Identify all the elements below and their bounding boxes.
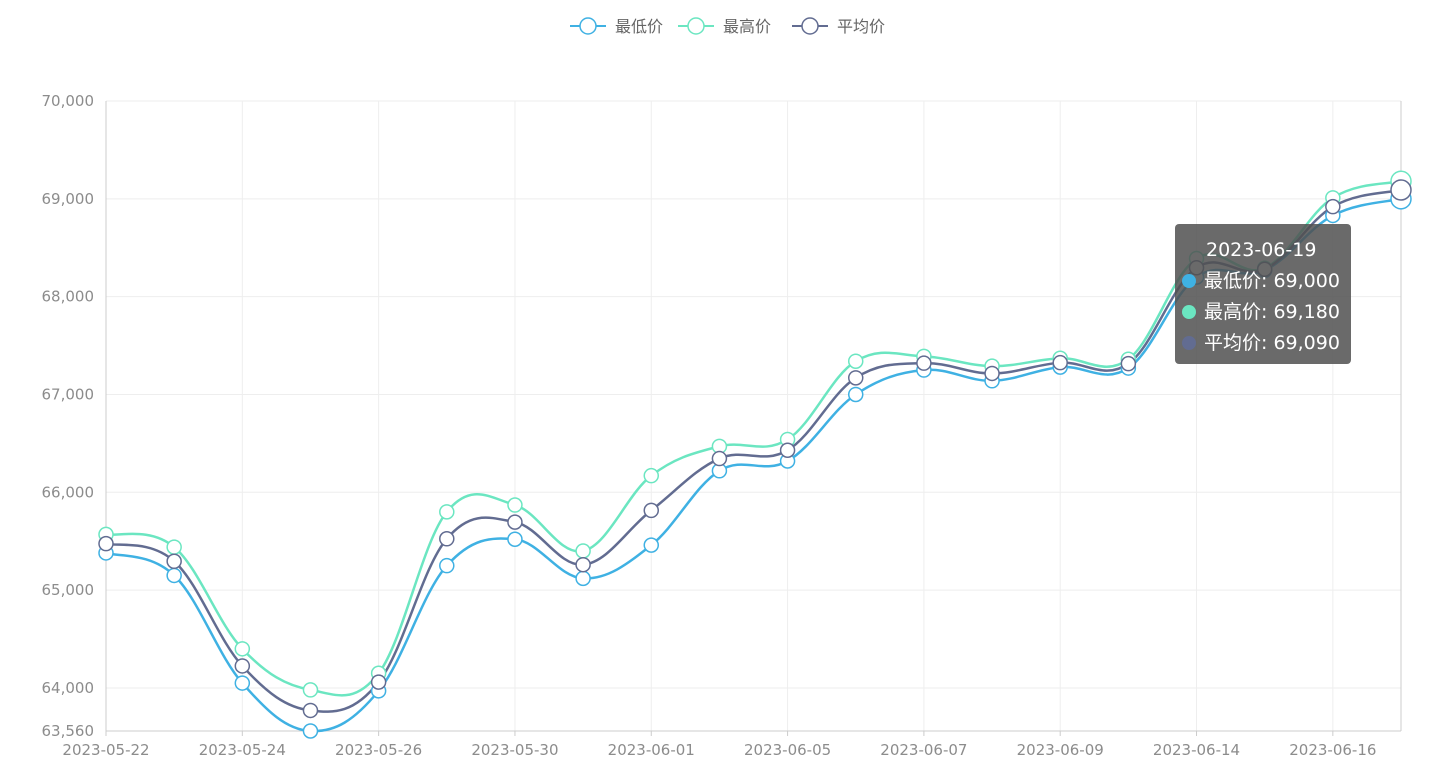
series-3-point[interactable] (643, 502, 660, 519)
series-3-point[interactable] (507, 514, 523, 530)
y-tick-label: 69,000 (42, 190, 95, 208)
series-2-point[interactable] (166, 539, 182, 555)
tooltip-dot-icon (1182, 336, 1196, 350)
legend-item-1[interactable]: 最低价 (570, 17, 663, 36)
chart-axes: 63,560 64,000 65,000 66,000 67,000 68,000 69,0… (42, 92, 1402, 759)
tooltip-row: 平均价: 69,090 (1204, 332, 1340, 354)
series-2-point[interactable] (575, 543, 591, 559)
legend-item-3[interactable]: 平均价 (792, 17, 885, 36)
legend-label: 平均价 (837, 17, 885, 36)
series-2-point[interactable] (234, 641, 251, 657)
series-3-point[interactable] (1120, 355, 1137, 372)
y-tick-label: 68,000 (42, 288, 95, 306)
series-1-point[interactable] (439, 557, 455, 574)
series-2-point[interactable] (302, 682, 319, 698)
x-tick-label: 2023-05-30 (471, 741, 558, 759)
y-tick-label: 70,000 (42, 92, 95, 110)
series-3-point[interactable] (370, 674, 387, 690)
series-3-point[interactable] (1052, 354, 1068, 371)
series-3-point[interactable] (1325, 198, 1341, 215)
tooltip-title: 2023-06-19 (1206, 239, 1316, 261)
x-tick-label: 2023-06-16 (1289, 741, 1376, 759)
x-tick-label: 2023-05-26 (335, 741, 422, 759)
tooltip-box (1175, 224, 1351, 364)
legend-marker-icon (579, 17, 597, 35)
x-tick-label: 2023-06-09 (1017, 741, 1104, 759)
series-1-point[interactable] (847, 386, 864, 403)
tooltip-row: 最低价: 69,000 (1204, 270, 1340, 292)
legend-marker-icon (801, 17, 819, 35)
series-3-point[interactable] (847, 370, 864, 386)
tooltip-dot-icon (1182, 305, 1196, 319)
y-tick-label: 67,000 (42, 385, 95, 403)
series-3-point[interactable] (916, 355, 932, 371)
y-tick-label: 64,000 (42, 679, 95, 697)
x-tick-label: 2023-05-22 (62, 741, 149, 759)
series-1-point[interactable] (302, 723, 319, 739)
series-2-point[interactable] (847, 353, 864, 369)
series-1-point[interactable] (643, 537, 660, 553)
chart-tooltip: 2023-06-19 最低价: 69,000 最高价: 69,180 平均价: 69,… (1175, 224, 1351, 364)
series-3-point[interactable] (1390, 179, 1412, 201)
series-1-point[interactable] (166, 567, 182, 584)
tooltip-dot-icon (1182, 274, 1196, 288)
series-3-point[interactable] (984, 365, 1000, 382)
series-3-point[interactable] (98, 535, 114, 552)
series-3-point[interactable] (302, 702, 319, 719)
y-tick-label: 65,000 (42, 581, 95, 599)
legend-label: 最低价 (615, 17, 663, 36)
chart-grid (105, 100, 1401, 732)
y-tick-label: 63,560 (42, 722, 95, 740)
series-3-point[interactable] (439, 531, 455, 547)
x-tick-label: 2023-06-07 (880, 741, 967, 759)
series-1-point[interactable] (507, 531, 523, 548)
x-tick-label: 2023-06-14 (1153, 741, 1240, 759)
series-2-point[interactable] (643, 467, 660, 484)
x-tick-label: 2023-05-24 (199, 741, 286, 759)
series-3-point[interactable] (575, 556, 591, 573)
chart-legend[interactable]: 最低价 最高价 平均价 (570, 17, 885, 36)
series-1-point[interactable] (234, 675, 251, 691)
series-3-point[interactable] (779, 442, 796, 458)
series-3-point[interactable] (234, 658, 251, 674)
series-2-point[interactable] (507, 497, 523, 513)
tooltip-row: 最高价: 69,180 (1204, 301, 1340, 323)
legend-item-2[interactable]: 最高价 (678, 17, 771, 36)
y-tick-label: 66,000 (42, 483, 95, 501)
legend-marker-icon (687, 17, 705, 35)
x-tick-label: 2023-06-01 (608, 741, 695, 759)
series-1-point[interactable] (575, 570, 591, 587)
series-2-point[interactable] (439, 504, 455, 520)
legend-label: 最高价 (723, 17, 771, 36)
x-tick-label: 2023-06-05 (744, 741, 831, 759)
series-3-point[interactable] (166, 553, 182, 570)
series-3-point[interactable] (711, 450, 728, 467)
